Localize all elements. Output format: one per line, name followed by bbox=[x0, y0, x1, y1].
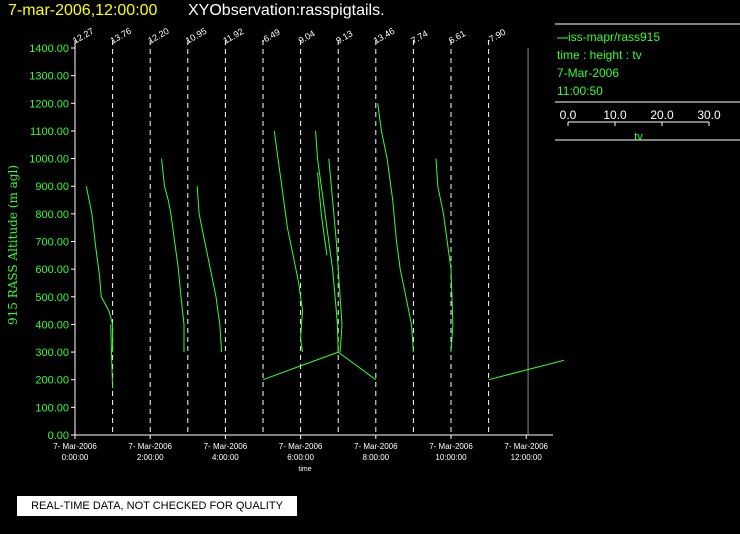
legend-series-label: iss-mapr/rass915 bbox=[568, 30, 661, 44]
profile-label: -6.49 bbox=[259, 27, 282, 46]
title-observation: XYObservation:rasspigtails. bbox=[188, 2, 385, 19]
profile-label: 9.13 bbox=[334, 28, 354, 45]
x-tick-label-time: 6:00:00 bbox=[287, 453, 314, 462]
y-tick-label: 500.00 bbox=[35, 292, 69, 304]
x-tick-label-date: 7- Mar-2006 bbox=[354, 442, 398, 451]
x-tick-label-time: 10:00:00 bbox=[435, 453, 467, 462]
profile-trace bbox=[488, 359, 564, 381]
profile-trace bbox=[196, 186, 223, 353]
profile-label: 12.27 bbox=[71, 26, 96, 46]
y-tick-label: 300.00 bbox=[35, 347, 69, 359]
x-tick-label-time: 4:00:00 bbox=[212, 453, 239, 462]
y-tick-label: 0.00 bbox=[48, 430, 69, 442]
profile-trace bbox=[317, 172, 328, 256]
y-tick-label: 800.00 bbox=[35, 209, 69, 221]
legend-scale-tick-label: 0.0 bbox=[560, 108, 577, 122]
profile-label: 7.74 bbox=[409, 28, 429, 45]
y-tick-label: 600.00 bbox=[35, 264, 69, 276]
x-tick-label-time: 0:00:00 bbox=[62, 453, 89, 462]
profile-label: 13.46 bbox=[372, 26, 397, 46]
legend-axes: time : height : tv bbox=[557, 48, 642, 62]
legend-scale-tick-label: 20.0 bbox=[650, 108, 674, 122]
profile-trace bbox=[377, 103, 414, 353]
x-tick-label-date: 7- Mar-2006 bbox=[429, 442, 473, 451]
profile-label: 12.20 bbox=[146, 26, 171, 46]
profile-trace bbox=[110, 324, 114, 389]
profile-label: 9.04 bbox=[297, 28, 317, 45]
legend-scale-label: tv bbox=[634, 131, 643, 143]
profile-label: 11.92 bbox=[221, 26, 245, 46]
legend-time: 11:00:50 bbox=[557, 84, 603, 98]
x-tick-label-date: 7- Mar-2006 bbox=[53, 442, 97, 451]
profile-trace bbox=[85, 186, 114, 353]
profile-trace bbox=[161, 158, 185, 353]
x-tick-label-time: 8:00:00 bbox=[362, 453, 389, 462]
y-tick-label: 1100.00 bbox=[30, 126, 69, 138]
title-date: 7-mar-2006,12:00:00 bbox=[8, 2, 158, 19]
y-axis-label: 915 RASS Altitude (m agl) bbox=[6, 165, 20, 325]
profile-label: 6.61 bbox=[447, 28, 467, 45]
x-tick-label-date: 7- Mar-2006 bbox=[279, 442, 323, 451]
legend-scale-tick-label: 10.0 bbox=[603, 108, 627, 122]
x-tick-label-time: 2:00:00 bbox=[137, 453, 164, 462]
y-tick-label: 400.00 bbox=[35, 319, 69, 331]
x-tick-label-date: 7- Mar-2006 bbox=[128, 442, 172, 451]
y-tick-label: 1400.00 bbox=[29, 43, 69, 55]
profile-trace bbox=[273, 130, 304, 353]
y-tick-label: 1300.00 bbox=[29, 71, 69, 83]
profile-trace bbox=[328, 158, 343, 353]
legend-rules bbox=[555, 23, 740, 141]
profile-label: 13.76 bbox=[109, 26, 134, 46]
x-tick-label-date: 7- Mar-2006 bbox=[504, 442, 548, 451]
quality-note: REAL-TIME DATA, NOT CHECKED FOR QUALITY bbox=[17, 496, 297, 516]
legend-date: 7-Mar-2006 bbox=[557, 66, 620, 80]
y-tick-label: 700.00 bbox=[35, 237, 69, 249]
profile-label: 10.95 bbox=[184, 26, 209, 46]
y-tick-label: 1200.00 bbox=[29, 98, 69, 110]
profile-trace bbox=[315, 130, 339, 353]
legend-scale-tick-label: 30.0 bbox=[697, 108, 721, 122]
profile-trace bbox=[435, 158, 454, 353]
y-tick-label: 100.00 bbox=[35, 402, 69, 414]
profile-trace bbox=[337, 351, 377, 381]
y-tick-label: 900.00 bbox=[35, 181, 69, 193]
y-tick-label: 1000.00 bbox=[29, 154, 69, 166]
profile-label: -7.90 bbox=[485, 27, 508, 46]
x-axis-label: time bbox=[298, 466, 311, 473]
x-tick-label-time: 12:00:00 bbox=[511, 453, 543, 462]
y-tick-label: 200.00 bbox=[35, 375, 69, 387]
x-tick-label-date: 7- Mar-2006 bbox=[204, 442, 248, 451]
profile-trace bbox=[262, 351, 339, 381]
